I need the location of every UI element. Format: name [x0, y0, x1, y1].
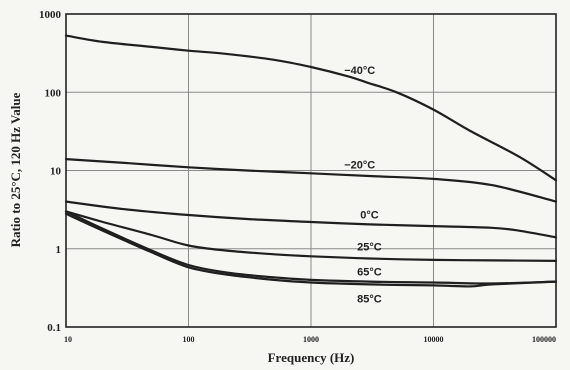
- y-tick-label: 10: [50, 166, 62, 178]
- y-tick-label: 1000: [39, 9, 62, 21]
- series-label-minus40c: −40°C: [344, 65, 375, 77]
- x-axis-label: Frequency (Hz): [268, 350, 355, 365]
- x-tick-label: 10: [64, 335, 72, 344]
- series-label-85c: 85°C: [357, 293, 382, 305]
- x-tick-label: 1000: [303, 335, 319, 344]
- series-lines: [64, 34, 558, 288]
- plot-frame: [65, 13, 557, 328]
- series-line-minus40c: [64, 34, 558, 182]
- y-tick-label: 100: [45, 87, 62, 99]
- y-tick-label: 1: [56, 244, 62, 256]
- x-tick-label: 100000: [532, 335, 556, 344]
- series-line-85c: [64, 212, 558, 288]
- x-tick-label: 10000: [424, 335, 444, 344]
- x-tick-label: 100: [183, 335, 195, 344]
- series-line-65c: [64, 210, 558, 285]
- series-label-25c: 25°C: [357, 242, 382, 254]
- series-label-65c: 65°C: [357, 267, 382, 279]
- series-label-minus20c: −20°C: [344, 160, 375, 172]
- series-line-25c: [64, 210, 558, 262]
- series-line-0c: [64, 200, 558, 239]
- y-tick-labels: 0.1 1 10 100 1000: [39, 9, 62, 334]
- series-line-minus20c: [64, 158, 558, 203]
- y-tick-label: 0.1: [47, 322, 61, 334]
- y-axis-label: Ratio to 25°C, 120 Hz Value: [8, 92, 23, 247]
- x-tick-labels: 10 100 1000 10000 100000: [64, 335, 556, 344]
- series-label-0c: 0°C: [360, 209, 379, 221]
- series-labels: −40°C −20°C 0°C 25°C 65°C 85°C: [344, 65, 382, 305]
